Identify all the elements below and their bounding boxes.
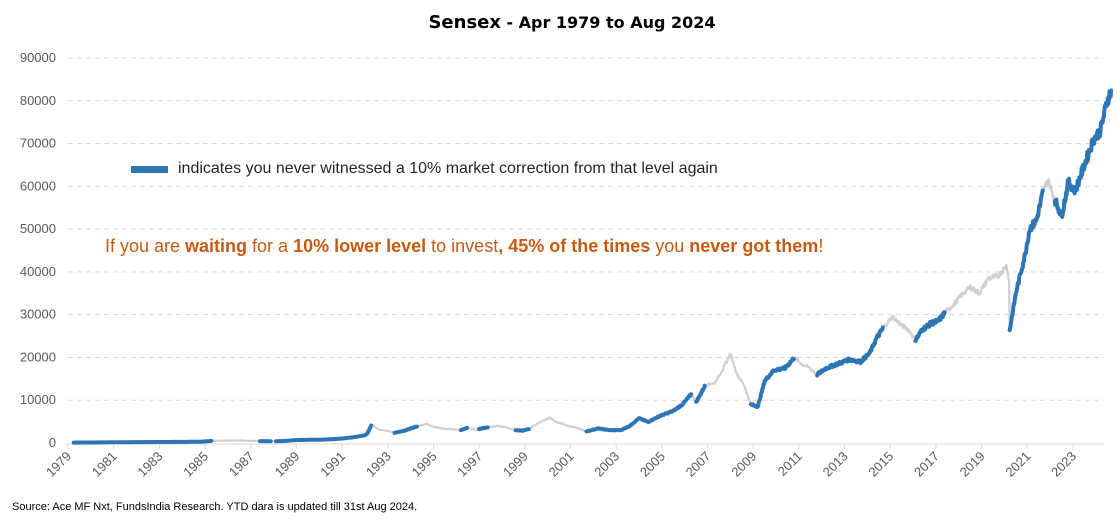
series-sensex bbox=[71, 88, 1114, 445]
source-note: Source: Ace MF Nxt, FundsIndia Research.… bbox=[12, 501, 418, 513]
series-segment-never-corrected bbox=[913, 310, 947, 343]
series-segment-never-corrected bbox=[694, 383, 707, 404]
callout-part: waiting bbox=[185, 236, 248, 256]
x-tick-label: 2015 bbox=[865, 449, 896, 480]
legend-label: indicates you never witnessed a 10% mark… bbox=[178, 160, 718, 177]
x-tick-label: 1995 bbox=[409, 449, 440, 480]
series-segment-never-corrected bbox=[1052, 88, 1114, 219]
callout-part: for a bbox=[247, 236, 294, 256]
callout-part: If you are bbox=[105, 236, 186, 256]
gridlines bbox=[68, 57, 1104, 401]
x-tick-label: 1981 bbox=[89, 449, 120, 480]
x-tick-label: 2017 bbox=[911, 449, 942, 480]
callout-part: never got them bbox=[689, 236, 819, 256]
series-segment-never-corrected bbox=[513, 427, 531, 433]
x-tick-label: 1989 bbox=[271, 449, 302, 480]
y-axis: 0 10000 20000 30000 40000 50000 60000 70000 8000… bbox=[20, 50, 56, 450]
series-segment-never-corrected bbox=[748, 356, 796, 410]
callout-part: you bbox=[650, 236, 690, 256]
x-tick-label: 2007 bbox=[683, 449, 714, 480]
y-tick-label: 20000 bbox=[20, 349, 56, 364]
x-tick-label: 2001 bbox=[546, 449, 577, 480]
x-tick-label: 1993 bbox=[363, 449, 394, 480]
series-segment-never-corrected bbox=[815, 325, 885, 378]
series-segment-never-corrected bbox=[392, 424, 419, 435]
y-tick-label: 90000 bbox=[20, 50, 56, 65]
callout-part: to invest bbox=[426, 236, 499, 256]
callout-annotation: If you are waiting for a 10% lower level… bbox=[105, 236, 823, 257]
x-tick-label: 2023 bbox=[1048, 449, 1079, 480]
y-tick-label: 30000 bbox=[20, 307, 56, 322]
series-segment-never-corrected bbox=[1007, 188, 1045, 333]
x-tick-label: 1985 bbox=[180, 449, 211, 480]
y-tick-label: 80000 bbox=[20, 93, 56, 108]
series-segment-never-corrected bbox=[584, 392, 693, 434]
legend-swatch-blue bbox=[131, 165, 168, 173]
x-tick-label: 1987 bbox=[226, 449, 257, 480]
callout-part: , 45% of the times bbox=[498, 236, 651, 256]
x-tick-label: 2003 bbox=[591, 449, 622, 480]
chart-title: Sensex - Apr 1979 to Aug 2024 bbox=[0, 12, 1118, 33]
x-tick-label: 2013 bbox=[820, 449, 851, 480]
series-segment-never-corrected bbox=[458, 425, 470, 433]
chart-title-main: Sensex bbox=[428, 12, 501, 33]
y-tick-label: 70000 bbox=[20, 136, 56, 151]
y-tick-label: 60000 bbox=[20, 178, 56, 193]
series-segment-never-corrected bbox=[477, 425, 490, 432]
x-axis: 1979 1981 1983 1985 1987 1989 1991 1993 1995 1997… bbox=[43, 443, 1104, 480]
y-tick-label: 0 bbox=[49, 435, 56, 450]
x-tick-label: 2009 bbox=[728, 449, 759, 480]
series-segment-never-corrected bbox=[71, 438, 214, 445]
chart-title-subtitle: - Apr 1979 to Aug 2024 bbox=[506, 13, 716, 32]
x-tick-label: 1983 bbox=[134, 449, 165, 480]
x-tick-label: 2019 bbox=[957, 449, 988, 480]
x-tick-label: 1991 bbox=[317, 449, 348, 480]
x-tick-label: 2005 bbox=[637, 449, 668, 480]
y-tick-label: 50000 bbox=[20, 221, 56, 236]
callout-part: ! bbox=[818, 236, 824, 256]
x-tick-label: 1997 bbox=[454, 449, 485, 480]
callout-part: 10% lower level bbox=[293, 236, 427, 256]
x-tick-label: 1979 bbox=[43, 449, 74, 480]
x-tick-label: 2021 bbox=[1002, 449, 1033, 480]
legend: indicates you never witnessed a 10% mark… bbox=[131, 160, 718, 178]
x-tick-label: 2011 bbox=[775, 449, 805, 479]
y-tick-label: 40000 bbox=[20, 264, 56, 279]
series-segment-never-corrected bbox=[273, 423, 374, 444]
y-tick-label: 10000 bbox=[20, 392, 56, 407]
x-tick-label: 1999 bbox=[500, 449, 531, 480]
